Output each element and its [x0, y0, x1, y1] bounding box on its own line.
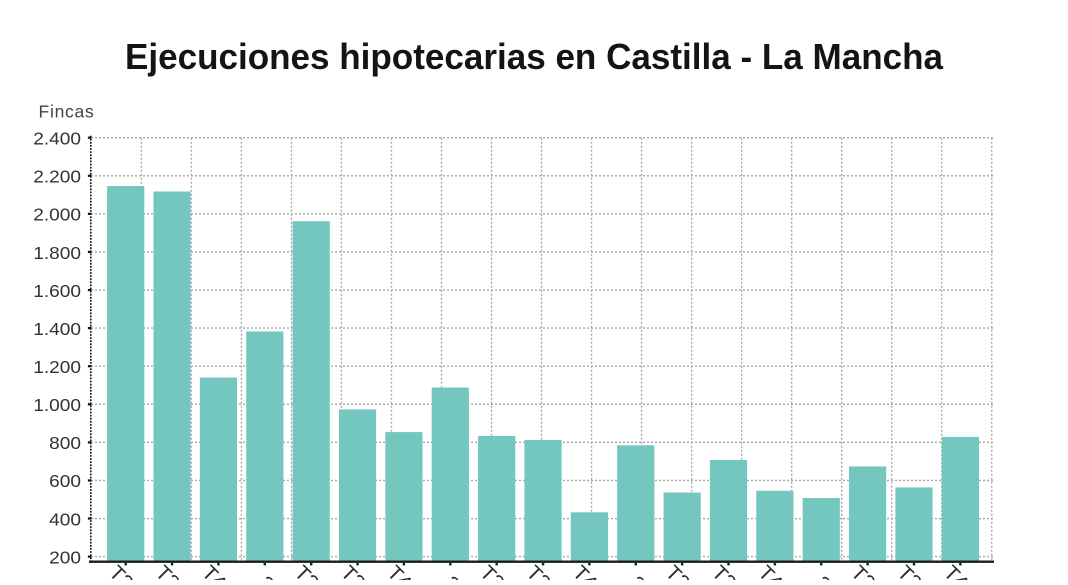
- svg-text:1.400: 1.400: [33, 319, 81, 339]
- svg-text:1.200: 1.200: [33, 357, 81, 377]
- svg-text:T4 2017: T4 2017: [939, 561, 1008, 580]
- svg-text:2.200: 2.200: [33, 166, 81, 186]
- svg-text:1.800: 1.800: [33, 242, 81, 262]
- svg-text:600: 600: [49, 471, 81, 491]
- svg-text:2.000: 2.000: [33, 204, 81, 224]
- svg-text:1.000: 1.000: [33, 395, 81, 415]
- svg-text:Ejecuciones hipotecarias en Ca: Ejecuciones hipotecarias en Castilla - L…: [125, 36, 944, 77]
- svg-text:2.400: 2.400: [33, 128, 81, 148]
- svg-text:1.600: 1.600: [33, 281, 81, 301]
- svg-text:Fincas: Fincas: [39, 102, 95, 122]
- svg-text:T4 2015: T4 2015: [568, 561, 637, 580]
- svg-text:200: 200: [49, 547, 81, 567]
- svg-text:T4 2013: T4 2013: [197, 561, 266, 580]
- svg-text:T4 2014: T4 2014: [383, 561, 452, 580]
- svg-text:800: 800: [49, 433, 81, 453]
- svg-text:400: 400: [49, 509, 81, 529]
- svg-text:T4 2016: T4 2016: [754, 561, 823, 580]
